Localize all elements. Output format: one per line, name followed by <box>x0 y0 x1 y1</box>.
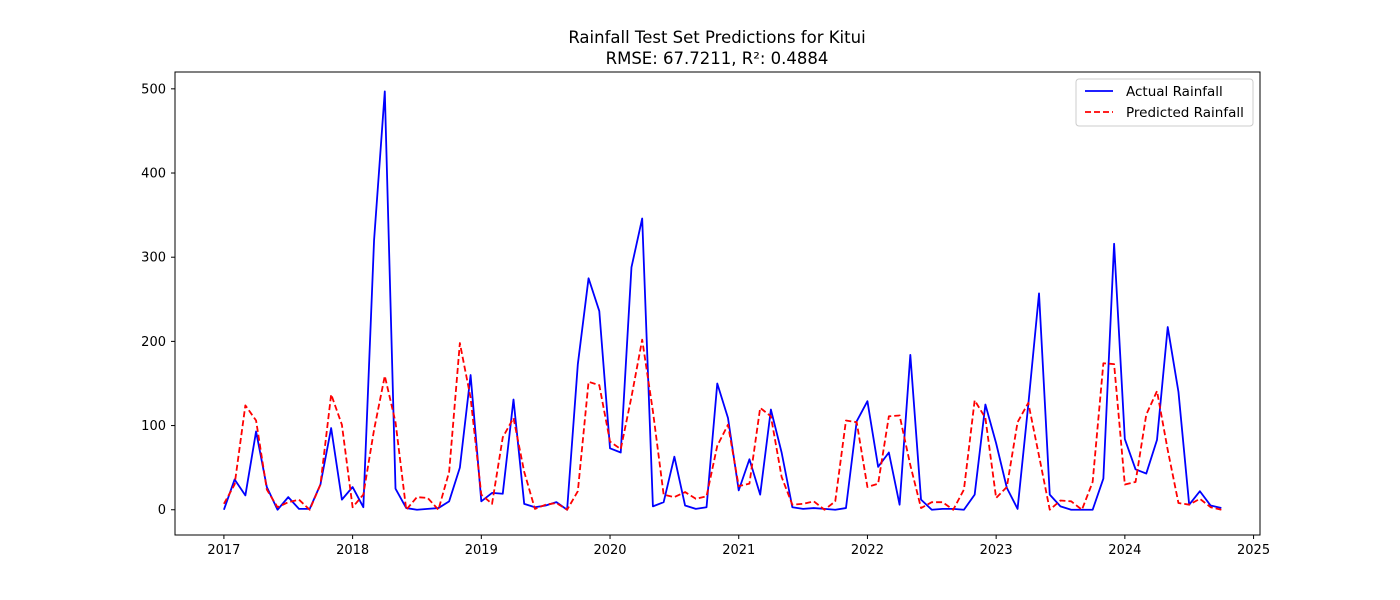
x-tick-label: 2023 <box>980 543 1013 558</box>
y-tick-label: 200 <box>141 335 166 350</box>
y-tick-label: 300 <box>141 251 166 266</box>
x-tick-label: 2018 <box>336 543 369 558</box>
legend: Actual Rainfall Predicted Rainfall <box>1075 78 1254 127</box>
x-tick-label: 2019 <box>465 543 498 558</box>
y-tick-label: 500 <box>141 82 166 97</box>
series-line-predicted <box>223 338 1222 511</box>
x-tick-label: 2021 <box>722 543 755 558</box>
chart-title: Rainfall Test Set Predictions for Kitui <box>568 28 865 47</box>
y-tick-label: 400 <box>141 167 166 182</box>
x-tick-label: 2022 <box>851 543 884 558</box>
y-tick-label: 0 <box>158 503 166 518</box>
y-tick-label: 100 <box>141 419 166 434</box>
plot-lines <box>223 90 1222 511</box>
legend-actual-label: Actual Rainfall <box>1126 84 1223 100</box>
y-axis: 0 100 200 300 400 500 <box>141 82 175 518</box>
legend-box <box>1075 78 1254 127</box>
x-tick-label: 2017 <box>207 543 240 558</box>
axes-frame <box>174 71 1261 536</box>
chart-subtitle: RMSE: 67.7211, R²: 0.4884 <box>606 49 829 68</box>
x-tick-label: 2025 <box>1237 543 1270 558</box>
x-axis: 2017 2018 2019 2020 2021 2022 2023 2024 2025 <box>207 535 1270 558</box>
legend-predicted-label: Predicted Rainfall <box>1126 105 1244 121</box>
x-tick-label: 2020 <box>593 543 626 558</box>
x-tick-label: 2024 <box>1108 543 1141 558</box>
series-line-actual <box>223 90 1222 511</box>
